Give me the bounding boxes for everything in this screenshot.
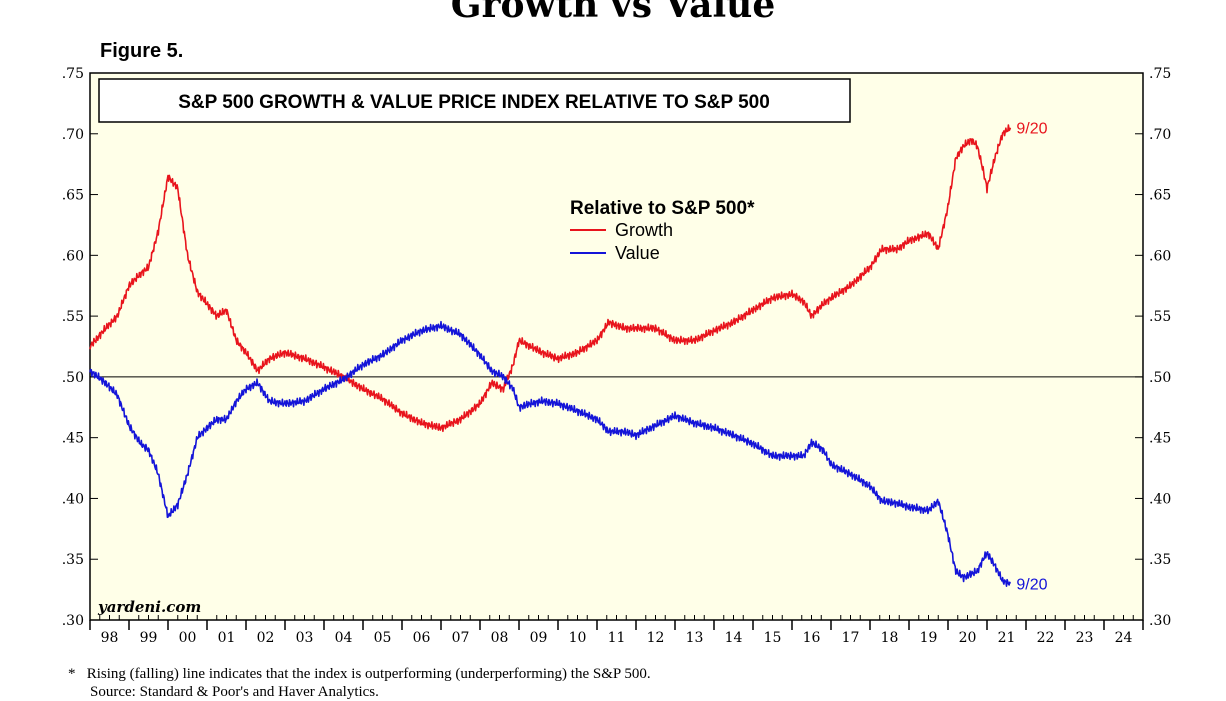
x-tick-label: 05	[374, 630, 392, 646]
y-tick-label-right: .65	[1149, 188, 1171, 204]
y-tick-label-right: .35	[1149, 552, 1171, 568]
y-axis-left: .75 .70 .65 .60 .55 .50 .45 .40 .35 .30	[62, 66, 98, 629]
x-axis: 98 99 00 01 02 03 04 05 06 07 08 09 10 11 12 13 14 15 16 17…	[89, 615, 1144, 646]
chart-title-box	[98, 78, 851, 123]
x-tick-label: 09	[530, 630, 548, 646]
series-line-growth	[89, 124, 1012, 433]
x-tick-label: 11	[608, 630, 626, 646]
x-tick-label: 99	[140, 630, 158, 646]
y-tick-label-left: .65	[62, 188, 84, 204]
footnote: * Rising (falling) line indicates that t…	[68, 666, 651, 683]
x-tick-label: 03	[296, 630, 314, 646]
end-label-growth: 9/20	[1016, 121, 1047, 138]
footnote-text: Rising (falling) line indicates that the…	[86, 666, 651, 682]
series-line-value	[89, 320, 1012, 587]
x-tick-label: 00	[179, 630, 197, 646]
y-tick-label-right: .30	[1149, 613, 1171, 629]
x-tick-label: 21	[998, 630, 1016, 646]
y-tick-label-right: .60	[1149, 248, 1171, 264]
source-note: Source: Standard & Poor's and Haver Anal…	[90, 684, 379, 700]
y-tick-label-right: .55	[1149, 309, 1171, 325]
y-tick-label-left: .35	[62, 552, 84, 568]
y-tick-label-right: .75	[1149, 66, 1171, 82]
x-tick-label: 98	[101, 630, 119, 646]
plot-area	[89, 72, 1144, 621]
y-tick-label-left: .70	[62, 127, 84, 143]
figure-label: Figure 5.	[100, 40, 184, 62]
y-tick-label-right: .70	[1149, 127, 1171, 143]
y-tick-label-left: .40	[62, 491, 84, 507]
chart-title: S&P 500 GROWTH & VALUE PRICE INDEX RELAT…	[178, 92, 770, 113]
x-tick-label: 15	[764, 630, 782, 646]
x-tick-label: 16	[803, 630, 821, 646]
footnote-marker: *	[68, 666, 76, 682]
x-tick-label: 02	[257, 630, 275, 646]
legend-title: Relative to S&P 500*	[570, 198, 755, 219]
x-tick-label: 24	[1115, 630, 1133, 646]
series-layer: 9/20 9/20	[89, 121, 1048, 594]
y-tick-label-right: .45	[1149, 431, 1171, 447]
x-tick-label: 18	[881, 630, 899, 646]
legend-label-value: Value	[615, 243, 660, 263]
x-tick-label: 07	[452, 630, 470, 646]
y-tick-label-left: .55	[62, 309, 84, 325]
x-tick-label: 04	[335, 630, 353, 646]
end-label-value: 9/20	[1016, 577, 1047, 594]
x-tick-label: 13	[686, 630, 704, 646]
x-tick-label: 14	[725, 630, 743, 646]
y-tick-label-right: .40	[1149, 491, 1171, 507]
y-tick-label-left: .30	[62, 613, 84, 629]
watermark: yardeni.com	[97, 598, 201, 616]
x-tick-label: 23	[1076, 630, 1094, 646]
y-tick-label-left: .50	[62, 370, 84, 386]
y-tick-label-left: .60	[62, 248, 84, 264]
x-tick-label: 19	[920, 630, 938, 646]
y-tick-label-right: .50	[1149, 370, 1171, 386]
x-tick-label: 06	[413, 630, 431, 646]
x-tick-label: 20	[959, 630, 977, 646]
x-tick-label: 01	[218, 630, 236, 646]
page-title: Growth vs Value	[450, 0, 776, 26]
y-axis-right: .75 .70 .65 .60 .55 .50 .45 .40 .35 .30	[1135, 66, 1171, 629]
y-tick-label-left: .45	[62, 431, 84, 447]
x-tick-label: 10	[569, 630, 587, 646]
legend-label-growth: Growth	[615, 220, 673, 240]
x-tick-label: 22	[1037, 630, 1055, 646]
x-tick-label: 08	[491, 630, 509, 646]
y-tick-label-left: .75	[62, 66, 84, 82]
x-tick-label: 17	[842, 630, 860, 646]
x-tick-label: 12	[647, 630, 665, 646]
